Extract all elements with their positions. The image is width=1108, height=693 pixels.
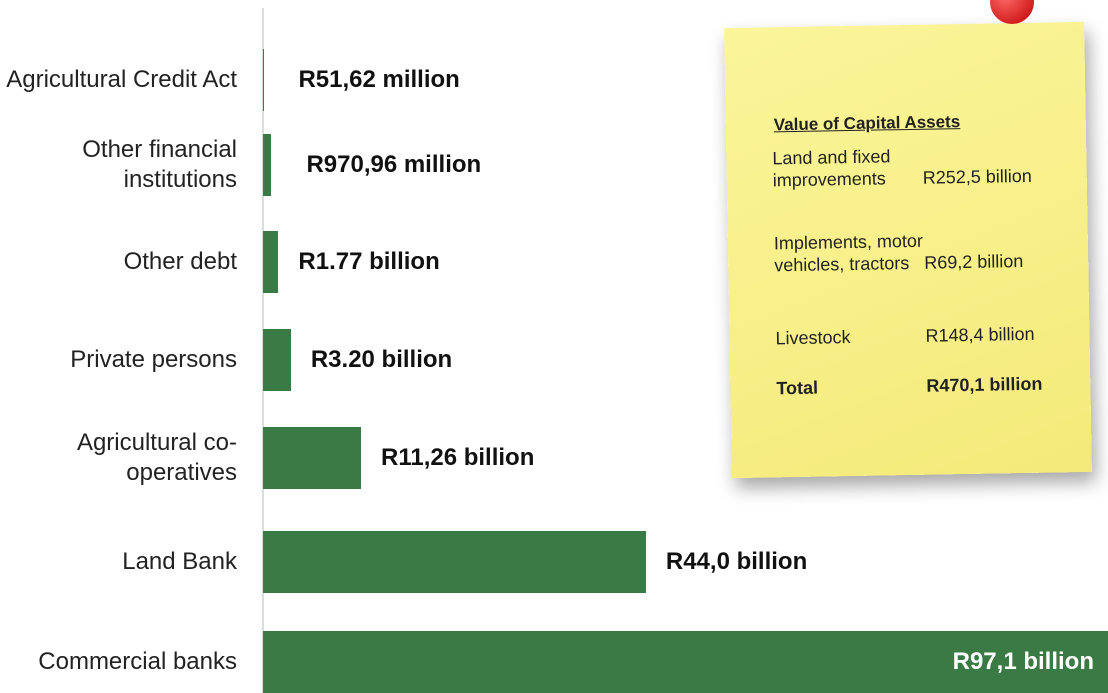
category-label: Other financial institutions bbox=[0, 135, 237, 195]
category-label: Agricultural co-operatives bbox=[0, 428, 237, 488]
note-value: R148,4 billion bbox=[925, 323, 1034, 347]
category-label: Other debt bbox=[0, 247, 237, 277]
bar bbox=[263, 329, 291, 391]
sticky-note: Value of Capital Assets Land and fixed i… bbox=[724, 22, 1092, 478]
note-value: R69,2 billion bbox=[924, 250, 1023, 274]
note-label: Implements, motor vehicles, tractors bbox=[774, 230, 925, 277]
value-label: R51,62 million bbox=[298, 66, 459, 94]
note-value: R470,1 billion bbox=[926, 373, 1042, 397]
value-label: R11,26 billion bbox=[381, 444, 534, 472]
note-value: R252,5 billion bbox=[923, 165, 1032, 189]
value-label: R44,0 billion bbox=[666, 548, 807, 576]
value-label: R1.77 billion bbox=[298, 248, 439, 276]
pin bbox=[990, 0, 1034, 24]
bar bbox=[263, 531, 646, 593]
category-label: Land Bank bbox=[0, 547, 237, 577]
note-label: Total bbox=[776, 375, 926, 400]
bar bbox=[263, 134, 271, 196]
page: Value of Capital Assets Land and fixed i… bbox=[0, 0, 1108, 693]
category-label: Private persons bbox=[0, 345, 237, 375]
note-label: Livestock bbox=[775, 325, 925, 350]
value-label: R970,96 million bbox=[306, 151, 481, 179]
bar bbox=[263, 231, 278, 293]
note-label: Land and fixed improvements bbox=[772, 145, 923, 192]
note-title: Value of Capital Assets bbox=[774, 112, 961, 135]
category-label: Agricultural Credit Act bbox=[0, 65, 237, 95]
bar bbox=[263, 427, 361, 489]
value-label: R3.20 billion bbox=[311, 346, 452, 374]
category-label: Commercial banks bbox=[0, 647, 237, 677]
value-label: R97,1 billion bbox=[953, 648, 1094, 676]
